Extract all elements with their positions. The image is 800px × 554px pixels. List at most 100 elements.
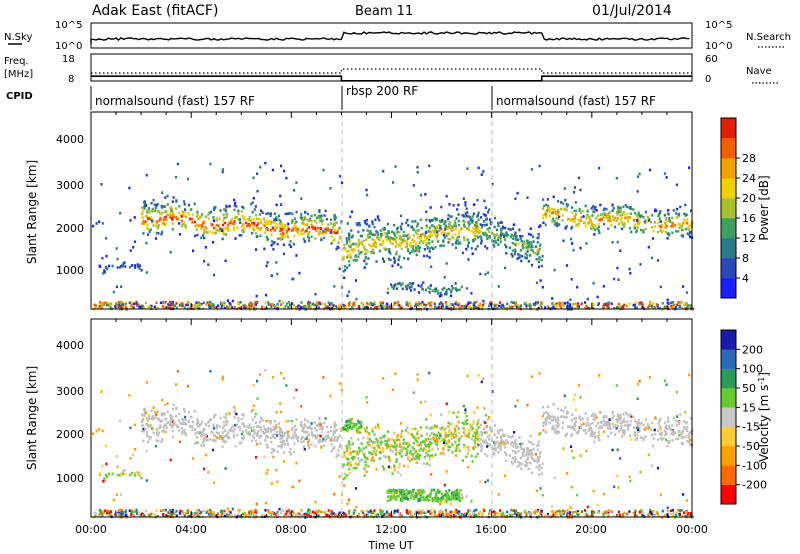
velocity-cell xyxy=(401,448,404,451)
power-cell xyxy=(454,287,457,290)
velocity-cell xyxy=(347,423,350,427)
power-cell xyxy=(674,305,678,309)
power-cell xyxy=(664,226,667,229)
power-cell xyxy=(171,200,174,203)
power-cell xyxy=(470,230,473,233)
power-cell xyxy=(668,233,671,237)
power-cell xyxy=(391,264,394,268)
power-cell xyxy=(514,242,517,246)
velocity-cell xyxy=(585,449,588,453)
nsearch-tick-bottom: 10^0 xyxy=(705,41,732,52)
velocity-cell xyxy=(347,425,350,429)
velocity-cell xyxy=(343,472,346,476)
power-cell xyxy=(389,239,392,242)
velocity-cell xyxy=(209,438,212,441)
power-cell xyxy=(200,227,203,230)
velocity-cell xyxy=(256,379,259,383)
velocity-cell xyxy=(388,488,391,492)
velocity-cell xyxy=(439,499,442,503)
power-cell xyxy=(493,225,496,229)
velocity-cell xyxy=(511,435,514,438)
velocity-cell xyxy=(399,473,402,477)
velocity-cell xyxy=(663,429,666,433)
power-cell xyxy=(336,228,340,231)
velocity-cell xyxy=(447,421,450,425)
velocity-cell xyxy=(155,439,158,442)
velocity-cell xyxy=(245,429,248,432)
power-cell xyxy=(649,221,653,224)
power-cell xyxy=(417,303,420,307)
velocity-cell xyxy=(471,428,474,432)
power-cell xyxy=(433,302,436,306)
power-cell xyxy=(199,303,202,307)
velocity-cell xyxy=(236,433,239,437)
velocity-cell xyxy=(471,422,474,426)
velocity-cell xyxy=(115,454,118,458)
power-cell xyxy=(425,238,428,241)
velocity-cell xyxy=(497,451,500,454)
power-cell xyxy=(170,302,173,306)
velocity-cell xyxy=(204,453,207,457)
power-cell xyxy=(158,219,161,222)
power-cell xyxy=(277,214,280,218)
power-cell xyxy=(315,229,318,232)
velocity-cell xyxy=(455,447,458,450)
power-cell xyxy=(146,223,149,227)
power-cell xyxy=(636,175,640,178)
power-cell xyxy=(188,217,191,221)
velocity-cell xyxy=(421,490,424,494)
power-cell xyxy=(319,219,322,223)
power-cell xyxy=(412,184,415,187)
power-cell xyxy=(307,232,310,236)
power-cell xyxy=(313,227,316,230)
power-cell xyxy=(225,215,228,219)
power-ytick: 3000 xyxy=(56,179,84,192)
velocity-cell xyxy=(332,433,335,436)
power-cell xyxy=(260,226,263,230)
velocity-cell xyxy=(607,511,610,514)
power-cell xyxy=(671,301,674,304)
velocity-cell xyxy=(382,447,385,450)
velocity-cell xyxy=(397,471,400,474)
power-cell xyxy=(196,233,199,237)
velocity-cell xyxy=(337,449,340,452)
velocity-cell xyxy=(493,441,496,445)
power-cell xyxy=(406,284,409,288)
velocity-cell xyxy=(166,421,169,424)
power-cell xyxy=(470,247,473,250)
power-cell xyxy=(122,262,125,265)
velocity-cell xyxy=(497,429,500,432)
velocity-cell xyxy=(184,415,187,419)
velocity-cell xyxy=(178,429,181,433)
power-cell xyxy=(227,224,230,227)
velocity-cell xyxy=(651,433,654,437)
velocity-cell xyxy=(140,476,143,480)
power-cell xyxy=(232,228,235,231)
velocity-cell xyxy=(440,428,443,431)
power-cell xyxy=(538,225,541,229)
velocity-cell xyxy=(387,437,390,441)
power-cell xyxy=(473,203,476,206)
power-cell xyxy=(373,225,376,229)
power-cell xyxy=(419,285,422,289)
power-cell xyxy=(271,226,274,230)
velocity-cell xyxy=(473,410,476,414)
power-cell xyxy=(145,173,148,177)
power-cell xyxy=(417,247,420,251)
power-cell xyxy=(648,304,651,307)
power-cell xyxy=(398,255,401,258)
power-cell xyxy=(635,306,638,310)
velocity-cell xyxy=(407,441,410,444)
velocity-cell xyxy=(338,445,341,448)
power-cell xyxy=(261,223,264,226)
power-cell xyxy=(578,219,581,222)
velocity-cell xyxy=(183,407,186,411)
velocity-cell xyxy=(529,453,532,456)
power-cell xyxy=(183,214,186,218)
power-cell xyxy=(416,248,419,252)
velocity-cell xyxy=(418,449,421,452)
velocity-cell xyxy=(648,426,651,430)
velocity-cell xyxy=(430,473,433,476)
velocity-cell xyxy=(464,411,467,414)
power-cell xyxy=(311,227,315,230)
